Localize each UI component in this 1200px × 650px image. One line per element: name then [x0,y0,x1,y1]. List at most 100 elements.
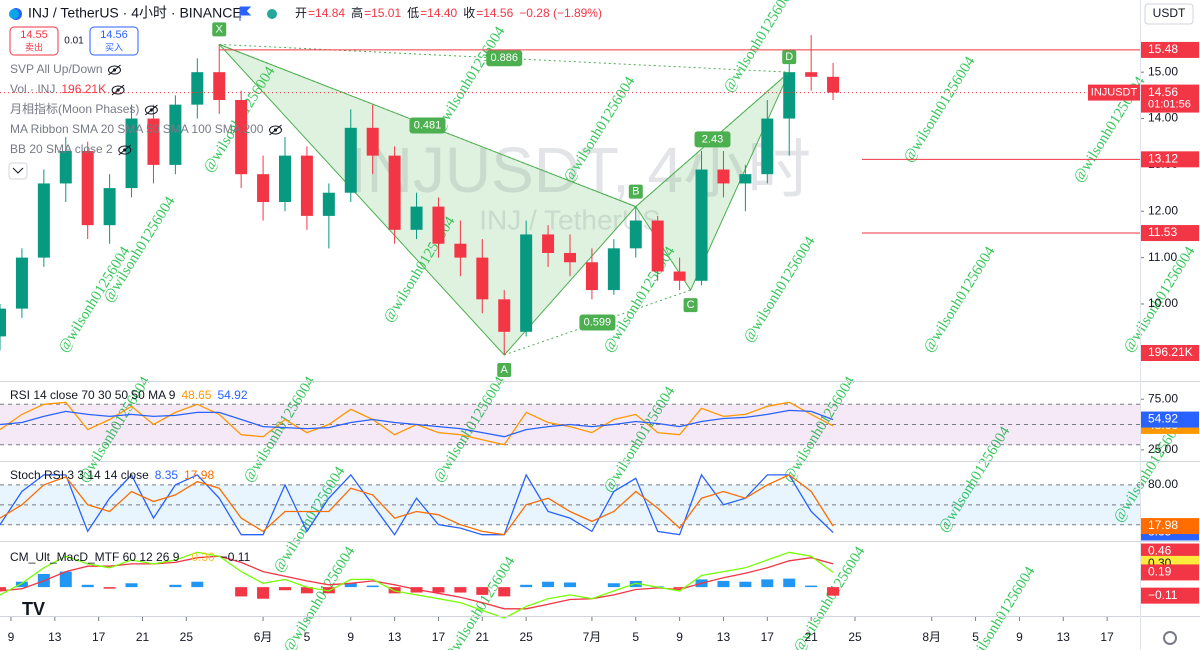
ohlc-key: 收 [463,6,475,20]
candle-body [717,169,730,184]
axis-value-box [1141,518,1199,535]
histogram-bar [520,584,533,588]
ohlc-key: 低 [407,6,419,20]
ohlc-key: 高 [351,5,363,20]
last-price-box [1141,84,1199,113]
candle-body [805,72,818,77]
x-tick-label: 9 [1016,630,1023,644]
x-tick-label: 17 [92,630,106,644]
readout: 17.98 [184,468,214,482]
candle-body [322,192,335,216]
price-line-box [1141,41,1199,58]
series-line [0,551,834,619]
collapse-icon[interactable] [12,167,24,174]
x-tick-label: 13 [717,630,731,644]
flag-icon [239,6,252,21]
point-box [683,298,698,313]
y-tick-label: 75.00 [1148,391,1178,405]
point-label: B [632,186,639,198]
series-line [0,474,834,536]
histogram-bar [607,583,620,588]
x-tick-label: 9 [676,630,683,644]
candle-body [410,206,423,230]
candle-body [191,72,204,105]
sell-label[interactable]: 卖出 [25,41,43,52]
y-tick-label: 25.00 [1148,442,1178,456]
axis-value-label: 0.46 [1148,544,1172,558]
candle-body [498,299,511,332]
sell-price[interactable]: 14.55 [20,29,48,41]
buy-price[interactable]: 14.56 [100,29,128,41]
plot-layer: 9.0010.0011.0012.0013.0014.0015.00913172… [0,22,1199,644]
x-tick-label: 13 [48,630,62,644]
x-tick-label: 5 [972,630,979,644]
status-dot [267,9,277,19]
histogram-bar [300,587,313,594]
ratio-label: 0.599 [584,316,612,328]
y-tick-label: 14.00 [1148,111,1178,125]
candle-body [585,262,598,291]
ratio-box [694,131,731,148]
currency-button[interactable] [1144,3,1194,25]
x-tick-label: 6月 [254,630,273,644]
histogram-bar [827,587,840,596]
buy-label[interactable]: 买入 [105,42,123,52]
point-label: A [501,364,509,376]
histogram-bar [564,582,576,588]
readout: 0.30 [191,550,215,564]
x-tick-label: 25 [180,630,194,644]
readout: −0.11 [221,550,251,564]
eye-icon [145,104,158,116]
ratio-leg [635,71,790,207]
eye-icon [118,145,132,155]
price-change: −0.28 (−1.89%) [519,6,602,20]
y-tick-label: 10.00 [1148,296,1178,310]
volume-box [1141,345,1199,361]
histogram-bar [498,587,511,597]
price-line-label: 15.48 [1148,42,1178,56]
point-box [628,184,643,199]
candle-body [344,127,357,193]
point-box [212,22,227,37]
candle-body [125,118,138,189]
readout: 54.92 [217,388,247,402]
point-label: X [216,23,224,35]
sell-button[interactable] [9,26,59,56]
currency[interactable]: USDT [1153,6,1186,20]
readout: 48.65 [181,388,211,402]
axis-value-box [1141,411,1199,428]
indicator-list: SVP All Up/Down Vol · INJ 196.21K 月相指标(Moon… [10,62,282,156]
candle-body [629,220,642,249]
price-line-box [1141,225,1199,242]
y-tick-label: 15.00 [1148,64,1178,78]
histogram-bar [673,587,686,589]
candle-body [37,183,50,258]
candle-body [432,206,445,244]
indicator-label: BB 20 SMA close 2 [10,142,113,156]
histogram-bar [81,584,94,588]
collapse-button[interactable] [8,162,28,180]
histogram-bar [0,587,6,591]
candle-body [388,155,401,230]
x-tick-label: 5 [304,630,311,644]
histogram-bar [805,585,818,588]
x-tick-label: 17 [761,630,775,644]
indicator-label: 月相指标(Moon Phases) [10,101,139,116]
histogram-bar [279,587,291,591]
histogram-bar [388,587,401,594]
y-tick-label: 80.00 [1148,477,1178,491]
eye-icon [268,125,282,135]
settings-icon[interactable] [1163,631,1177,645]
spread: 0.01 [64,36,84,47]
histogram-bar [257,587,270,599]
histogram-bar [717,580,730,588]
histogram-bar [344,583,357,588]
x-tick-label: 25 [848,630,862,644]
histogram-bar [366,585,379,588]
candle-body [673,271,686,281]
ratio-label: 0.886 [490,52,518,64]
buy-button[interactable] [89,26,139,56]
histogram-bar [191,581,204,588]
histogram-bar [629,580,642,588]
